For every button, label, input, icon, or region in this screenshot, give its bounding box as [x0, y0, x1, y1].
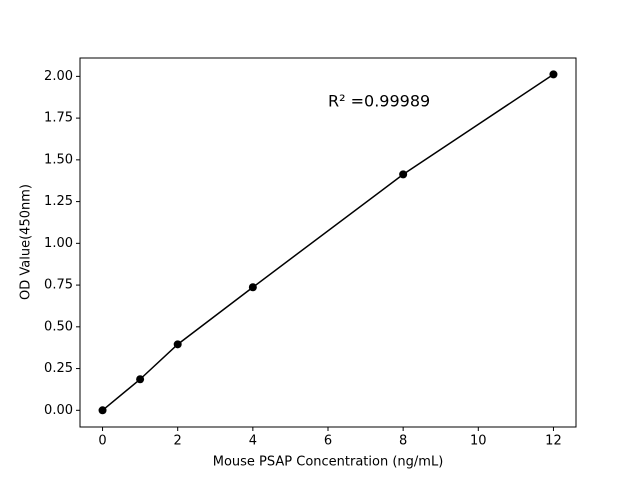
x-tick-label: 4	[249, 434, 257, 449]
x-tick-label: 6	[324, 434, 332, 449]
data-point	[248, 283, 257, 292]
y-tick-label: 1.00	[44, 236, 73, 251]
data-point	[173, 340, 182, 349]
data-point	[136, 375, 145, 384]
x-tick-label: 2	[174, 434, 182, 449]
y-tick-label: 2.00	[44, 69, 73, 84]
y-tick-label: 0.50	[44, 319, 73, 334]
y-tick-label: 1.50	[44, 152, 73, 167]
y-tick-label: 0.25	[44, 361, 73, 376]
x-tick-label: 0	[98, 434, 106, 449]
y-tick-label: 0.75	[44, 278, 73, 293]
data-point	[98, 406, 107, 415]
x-axis-label: Mouse PSAP Concentration (ng/mL)	[213, 455, 444, 470]
plot-frame	[79, 57, 577, 428]
series-line	[102, 73, 554, 411]
x-tick-label: 10	[470, 434, 487, 449]
y-tick-label: 1.75	[44, 111, 73, 126]
data-point	[399, 170, 408, 179]
annotation: R² =0.99989	[328, 92, 430, 111]
x-tick-label: 12	[545, 434, 562, 449]
y-tick-label: 0.00	[44, 403, 73, 418]
y-tick-label: 1.25	[44, 194, 73, 209]
y-axis-label: OD Value(450nm)	[19, 184, 34, 300]
data-point	[549, 70, 558, 79]
x-tick-label: 8	[399, 434, 407, 449]
